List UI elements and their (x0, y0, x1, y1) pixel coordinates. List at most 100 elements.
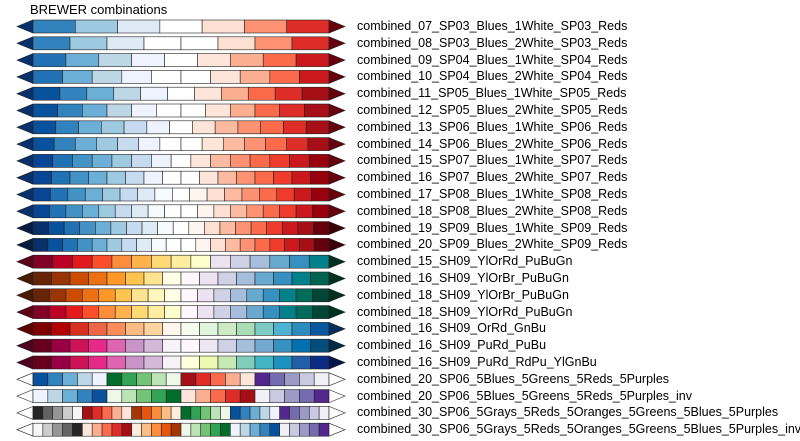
color-segment (224, 187, 243, 202)
color-segment (239, 406, 251, 420)
color-segment (69, 271, 89, 286)
color-segment (95, 221, 112, 235)
colormap-label: combined_13_SP06_Blues_1White_SP06_Reds (357, 119, 628, 134)
color-segment (249, 254, 271, 269)
under-triangle (16, 153, 34, 168)
color-segment (147, 204, 165, 219)
color-segment (164, 288, 182, 303)
color-segment (82, 422, 93, 437)
color-segment (180, 103, 206, 118)
color-segment (244, 19, 288, 34)
colormap-bar (16, 204, 346, 219)
color-segment (293, 187, 312, 202)
color-segment (91, 238, 108, 252)
color-segment (167, 86, 195, 101)
color-segment (307, 137, 330, 151)
color-segment (214, 120, 239, 135)
color-segment (110, 221, 127, 235)
color-segment (62, 389, 78, 403)
over-triangle (328, 288, 346, 303)
under-triangle (16, 422, 34, 437)
color-segment (299, 70, 330, 84)
color-segment (32, 305, 50, 319)
color-segment (159, 19, 203, 34)
colormap-bar (16, 321, 346, 336)
color-segment (121, 238, 137, 252)
color-segment (32, 154, 54, 168)
color-segment (210, 154, 231, 168)
color-segment (219, 221, 236, 235)
color-segment (32, 53, 67, 67)
under-triangle (16, 103, 34, 118)
color-segment (230, 154, 251, 168)
color-segment (62, 372, 78, 387)
over-triangle (328, 254, 346, 269)
color-segment (151, 406, 162, 420)
color-segment (259, 187, 278, 202)
under-triangle (16, 405, 34, 420)
color-segment (52, 422, 63, 437)
color-segment (172, 221, 190, 235)
color-segment (230, 103, 256, 118)
color-segment (101, 120, 125, 135)
color-segment (291, 170, 311, 185)
color-segment (279, 288, 297, 303)
color-segment (50, 187, 69, 202)
color-segment (154, 187, 173, 202)
colormap-bar (16, 355, 346, 370)
color-segment (249, 406, 261, 420)
over-triangle (328, 321, 346, 336)
color-segment (190, 406, 202, 420)
color-segment (246, 204, 264, 219)
color-segment (199, 170, 219, 185)
over-triangle (328, 271, 346, 286)
under-triangle (16, 321, 34, 336)
color-segment (210, 406, 221, 420)
color-segment (236, 271, 256, 286)
over-triangle (328, 86, 346, 101)
color-segment (310, 170, 330, 185)
over-triangle (328, 372, 346, 387)
color-segment (32, 271, 52, 286)
color-segment (192, 120, 216, 135)
colormap-label: combined_16_SH09_OrRd_GnBu (357, 321, 547, 336)
colormap-label: combined_18_SP08_Blues_2White_SP08_Reds (357, 203, 628, 218)
color-segment (106, 271, 126, 286)
color-segment (197, 204, 215, 219)
under-triangle (16, 271, 34, 286)
color-segment (42, 422, 54, 437)
color-segment (125, 322, 145, 336)
color-segment (114, 305, 132, 319)
color-segment (254, 355, 274, 370)
color-segment (69, 170, 89, 185)
color-segment (114, 204, 132, 219)
color-segment (230, 204, 248, 219)
color-segment (49, 288, 67, 303)
color-segment (159, 137, 182, 151)
color-segment (157, 221, 174, 235)
color-segment (210, 422, 221, 437)
color-segment (236, 338, 256, 353)
color-segment (217, 271, 237, 286)
color-segment (210, 254, 231, 269)
color-segment (164, 53, 198, 67)
color-segment (205, 103, 231, 118)
color-segment (197, 53, 231, 67)
color-segment (55, 120, 79, 135)
color-segment (151, 154, 172, 168)
color-segment (279, 103, 305, 118)
color-segment (69, 338, 89, 353)
color-segment (312, 204, 330, 219)
color-segment (310, 355, 330, 370)
color-segment (77, 238, 93, 252)
color-segment (291, 322, 311, 336)
color-segment (126, 221, 143, 235)
color-segment (201, 137, 224, 151)
color-segment (131, 204, 149, 219)
colormap-bar (16, 271, 346, 286)
color-segment (180, 322, 200, 336)
color-segment (265, 137, 288, 151)
color-segment (269, 154, 290, 168)
color-segment (180, 389, 197, 403)
color-segment (131, 305, 149, 319)
